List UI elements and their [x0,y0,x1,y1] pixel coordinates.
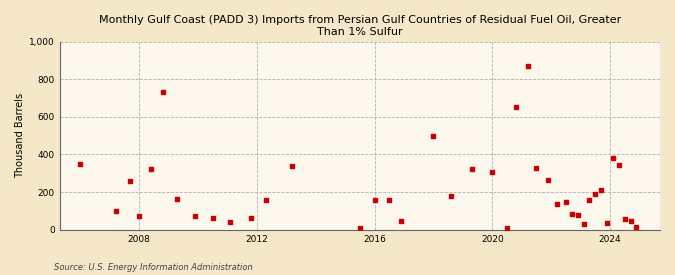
Point [134,214,144,219]
Point [560,200,571,205]
Point [487,170,497,174]
Point [157,90,168,95]
Point [110,209,121,213]
Point [543,178,554,182]
Point [566,211,577,216]
Point [396,219,406,223]
Point [466,167,477,172]
Point [207,216,218,221]
Point [261,197,271,202]
Point [172,196,183,201]
Point [75,162,86,166]
Point [601,221,612,225]
Point [369,198,380,203]
Point [578,222,589,226]
Point [531,165,542,170]
Point [354,226,365,230]
Point [384,197,395,202]
Text: Source: U.S. Energy Information Administration: Source: U.S. Energy Information Administ… [54,263,252,272]
Point [502,226,512,230]
Point [190,214,200,219]
Y-axis label: Thousand Barrels: Thousand Barrels [15,93,25,178]
Point [614,163,624,167]
Point [551,202,562,207]
Point [246,216,256,221]
Point [125,178,136,183]
Point [584,198,595,203]
Title: Monthly Gulf Coast (PADD 3) Imports from Persian Gulf Countries of Residual Fuel: Monthly Gulf Coast (PADD 3) Imports from… [99,15,621,37]
Point [608,156,618,160]
Point [590,192,601,196]
Point [631,225,642,229]
Point [596,188,607,192]
Point [572,212,583,217]
Point [225,220,236,224]
Point [522,64,533,68]
Point [446,194,456,198]
Point [287,163,298,168]
Point [428,133,439,138]
Point [510,105,521,109]
Point [146,167,157,172]
Point [625,219,636,223]
Point [619,217,630,221]
